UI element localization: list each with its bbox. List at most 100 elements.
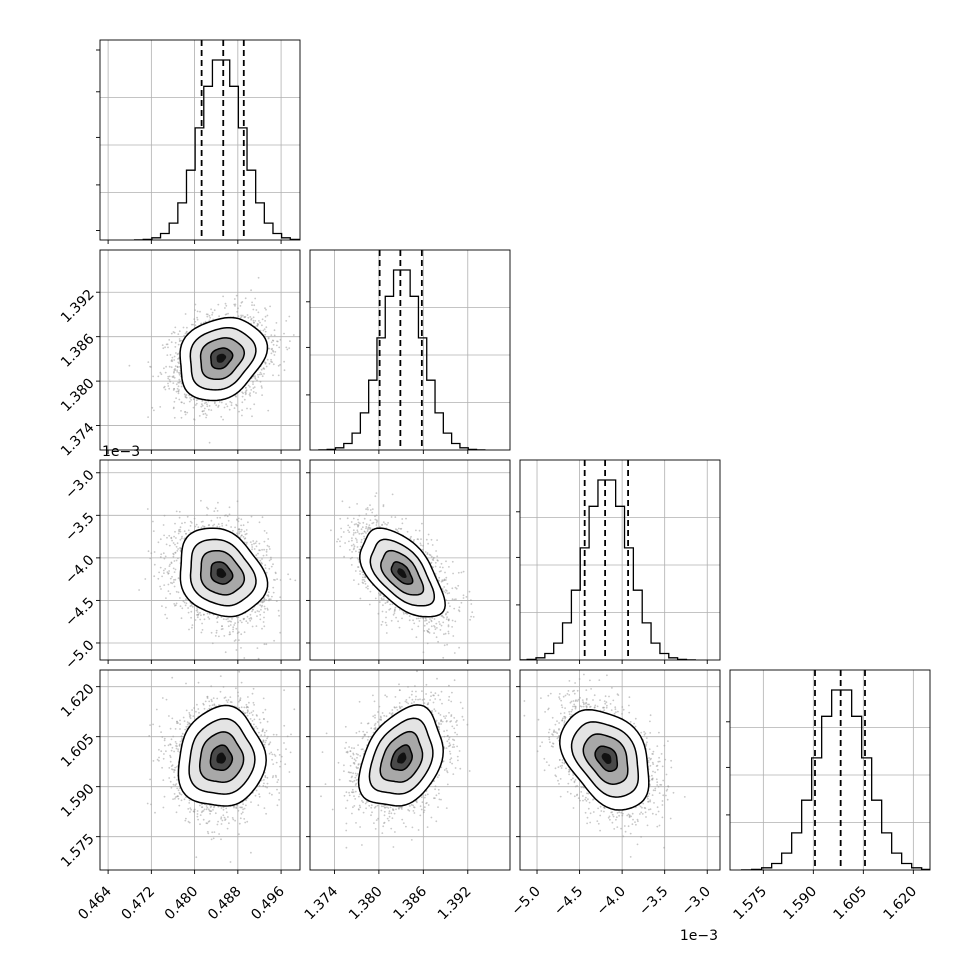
sample-point (174, 604, 176, 607)
sample-point (275, 344, 278, 347)
sample-point (258, 373, 261, 376)
sample-point (264, 307, 266, 310)
sample-point (261, 558, 263, 560)
sample-point (243, 398, 246, 401)
sample-point (232, 630, 234, 633)
sample-point (252, 316, 255, 319)
sample-point (263, 368, 266, 370)
sample-point (258, 610, 260, 613)
sample-point (256, 610, 259, 612)
sample-point (216, 621, 219, 624)
sample-point (222, 418, 224, 421)
sample-point (160, 588, 162, 590)
sample-point (233, 624, 236, 626)
sample-point (185, 598, 187, 601)
sample-point (172, 552, 175, 555)
sample-point (245, 529, 248, 531)
sample-point (235, 404, 238, 407)
sample-point (249, 392, 252, 394)
sample-point (224, 302, 227, 305)
sample-point (169, 563, 171, 566)
sample-point (243, 631, 246, 634)
sample-point (217, 303, 220, 306)
sample-point (264, 564, 267, 566)
sample-point (224, 313, 227, 316)
sample-point (225, 403, 227, 405)
sample-point (174, 326, 177, 329)
sample-point (200, 614, 202, 617)
sample-point (171, 375, 174, 378)
sample-point (204, 402, 206, 405)
sample-point (167, 382, 169, 385)
sample-point (153, 409, 155, 412)
sample-point (227, 312, 229, 315)
sample-point (157, 541, 160, 544)
sample-point (167, 583, 170, 586)
sample-point (146, 508, 149, 510)
sample-point (264, 315, 267, 318)
sample-point (200, 631, 203, 634)
sample-point (168, 365, 171, 368)
sample-point (246, 622, 249, 624)
sample-point (272, 563, 274, 566)
sample-point (212, 524, 214, 527)
sample-point (175, 390, 178, 393)
sample-point (173, 371, 175, 374)
sample-point (288, 315, 291, 318)
sample-point (262, 601, 265, 603)
sample-point (275, 322, 278, 324)
sample-point (179, 526, 182, 529)
sample-point (294, 579, 297, 582)
sample-point (250, 616, 252, 619)
sample-point (221, 522, 223, 525)
sample-point (236, 310, 239, 313)
sample-point (244, 386, 247, 389)
sample-point (208, 314, 211, 317)
sample-point (240, 315, 243, 318)
sample-point (204, 412, 207, 415)
sample-point (249, 386, 251, 388)
sample-point (196, 607, 198, 609)
sample-point (199, 310, 201, 313)
sample-point (215, 629, 218, 632)
sample-point (265, 550, 268, 553)
sample-point (263, 361, 266, 363)
sample-point (237, 307, 239, 310)
sample-point (264, 333, 266, 336)
sample-point (245, 620, 248, 623)
sample-point (234, 526, 237, 529)
sample-point (243, 657, 246, 659)
sample-point (182, 326, 185, 329)
sample-point (257, 376, 260, 378)
sample-point (278, 614, 280, 617)
sample-point (187, 529, 190, 532)
sample-point (213, 309, 216, 312)
sample-point (261, 318, 264, 321)
sample-point (238, 410, 240, 413)
sample-point (289, 340, 291, 342)
sample-point (194, 619, 197, 621)
sample-point (167, 346, 169, 349)
sample-point (258, 320, 260, 322)
sample-point (205, 401, 208, 404)
sample-point (236, 518, 238, 521)
sample-point (178, 530, 180, 533)
sample-point (207, 507, 209, 510)
sample-point (185, 396, 187, 399)
sample-point (240, 530, 242, 533)
sample-point (203, 618, 206, 621)
sample-point (174, 346, 177, 348)
sample-point (251, 610, 253, 613)
sample-point (247, 316, 250, 319)
sample-point (263, 625, 266, 628)
sample-point (176, 550, 179, 552)
sample-point (208, 618, 211, 620)
sample-point (264, 330, 267, 333)
sample-point (178, 338, 181, 340)
sample-point (193, 318, 196, 320)
sample-point (138, 589, 140, 591)
sample-point (263, 643, 266, 646)
sample-point (159, 538, 162, 541)
sample-point (153, 551, 156, 553)
